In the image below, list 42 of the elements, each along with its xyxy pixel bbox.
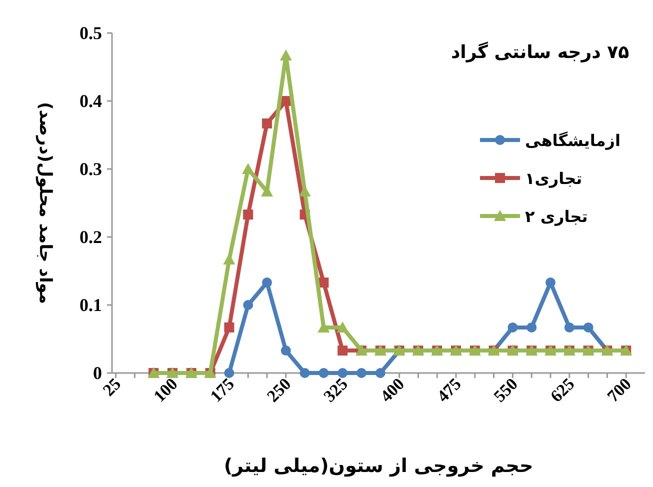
x-tick-label: 250 bbox=[263, 374, 295, 406]
point bbox=[583, 322, 594, 332]
point bbox=[243, 210, 254, 220]
point bbox=[356, 368, 366, 378]
x-tick-label: 700 bbox=[603, 374, 635, 406]
x-tick-label: 550 bbox=[490, 374, 522, 406]
point bbox=[526, 322, 537, 332]
point bbox=[338, 346, 348, 356]
point bbox=[224, 368, 234, 378]
point bbox=[336, 321, 349, 332]
x-tick-label: 175 bbox=[206, 374, 238, 406]
x-tick-label: 400 bbox=[376, 374, 408, 406]
legend-label: تجاری۱ bbox=[525, 169, 582, 188]
x-tick-label: 100 bbox=[150, 374, 182, 406]
x-axis-title: حجم خروجی از ستون(میلی لیتر) bbox=[224, 455, 534, 477]
y-axis-title: مواد جامد محلول(درصد) bbox=[35, 102, 55, 304]
legend-label: ازمایشگاهی bbox=[525, 131, 620, 150]
x-tick-label: 325 bbox=[320, 374, 352, 406]
point bbox=[375, 368, 386, 378]
point bbox=[262, 278, 272, 288]
point bbox=[300, 368, 310, 378]
point bbox=[338, 368, 348, 378]
text: ۷۵ درجه سانتی گراد bbox=[450, 41, 630, 63]
y-tick-label: 0.2 bbox=[80, 227, 102, 247]
legend-label: تجاری ۲ bbox=[525, 207, 588, 226]
y-tick-label: 0 bbox=[93, 363, 102, 383]
point bbox=[564, 322, 574, 332]
point bbox=[508, 322, 518, 332]
point bbox=[224, 322, 234, 332]
point bbox=[243, 300, 254, 310]
point bbox=[280, 49, 292, 60]
x-tick-label: 625 bbox=[546, 374, 578, 406]
point bbox=[242, 163, 254, 174]
point bbox=[280, 346, 291, 356]
y-tick-label: 0.1 bbox=[80, 295, 102, 315]
x-tick-label: 475 bbox=[433, 374, 465, 406]
y-tick-label: 0.3 bbox=[80, 159, 102, 179]
point bbox=[262, 118, 272, 128]
point bbox=[318, 278, 329, 288]
y-tick-label: 0.5 bbox=[80, 23, 102, 43]
point bbox=[318, 368, 329, 378]
y-tick-label: 0.4 bbox=[80, 91, 102, 111]
